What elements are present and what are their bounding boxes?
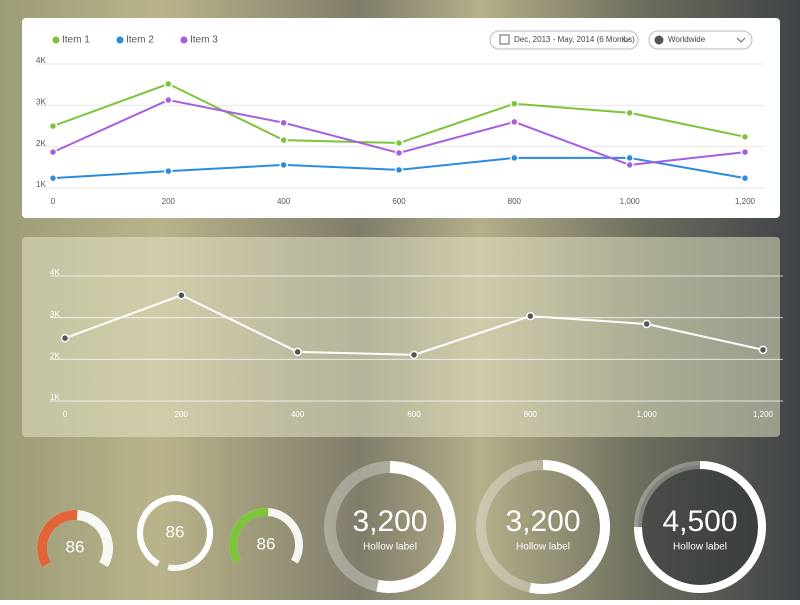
donut-value-label: 4,500 xyxy=(662,505,737,538)
point xyxy=(164,79,173,89)
x-tick-label: 0 xyxy=(51,197,56,206)
chevron xyxy=(621,37,631,43)
donut-value xyxy=(634,461,766,593)
point xyxy=(164,166,173,176)
donut-value-label: 3,200 xyxy=(505,505,580,538)
donut-label: Hollow label xyxy=(363,542,417,553)
y-tick-label: 4K xyxy=(50,268,60,277)
point xyxy=(177,291,186,300)
point xyxy=(510,117,519,127)
point xyxy=(164,95,173,105)
donut-label: Hollow label xyxy=(516,542,570,553)
point xyxy=(279,118,288,128)
gauge-label: 86 xyxy=(257,534,276,553)
legend-label: Item 2 xyxy=(126,35,154,46)
y-tick-label: 1K xyxy=(36,180,46,189)
legend-label: Item 3 xyxy=(190,35,218,46)
x-tick-label: 800 xyxy=(524,410,538,419)
point xyxy=(394,138,404,148)
calendar-icon xyxy=(499,34,510,45)
y-tick-label: 3K xyxy=(50,310,60,319)
x-tick-label: 200 xyxy=(175,410,189,419)
donut-value-label: 3,200 xyxy=(352,505,427,538)
card xyxy=(22,237,780,437)
point xyxy=(48,173,58,183)
x-tick-label: 1,000 xyxy=(637,410,658,419)
legend-dot xyxy=(180,36,188,44)
y-tick-label: 4K xyxy=(36,56,46,65)
date-range: Dec, 2013 - May, 2014 (6 Months) xyxy=(514,35,635,44)
donut-value xyxy=(529,460,610,594)
point xyxy=(526,311,535,321)
x-tick-label: 400 xyxy=(291,410,305,419)
point xyxy=(60,333,70,343)
point xyxy=(394,165,404,175)
point xyxy=(625,108,634,118)
point xyxy=(625,160,634,170)
gauge-value xyxy=(137,495,213,567)
point xyxy=(510,153,519,163)
donut-label: Hollow label xyxy=(673,542,727,553)
globe-icon xyxy=(654,35,664,45)
x-tick-label: 0 xyxy=(63,410,68,419)
date-dropdown[interactable] xyxy=(489,30,639,50)
point xyxy=(740,132,750,142)
point xyxy=(740,173,750,183)
point xyxy=(642,319,651,329)
x-tick-label: 1,200 xyxy=(735,197,756,206)
x-tick-label: 400 xyxy=(277,197,291,206)
point xyxy=(625,153,634,163)
donut-value xyxy=(376,461,456,593)
point xyxy=(279,160,288,170)
y-tick-label: 2K xyxy=(50,351,60,360)
gauge-value xyxy=(229,508,269,564)
point xyxy=(758,345,768,355)
x-tick-label: 800 xyxy=(508,197,522,206)
point xyxy=(279,135,288,145)
point xyxy=(409,350,419,360)
point xyxy=(293,347,302,357)
point xyxy=(48,147,58,157)
y-tick-label: 2K xyxy=(36,139,46,148)
point xyxy=(394,148,404,158)
gauge-label: 86 xyxy=(166,522,185,541)
legend-dot xyxy=(52,36,60,44)
region-dropdown[interactable] xyxy=(648,30,753,50)
chevron xyxy=(736,37,746,43)
x-tick-label: 200 xyxy=(162,197,176,206)
legend-label: Item 1 xyxy=(62,35,90,46)
y-tick-label: 3K xyxy=(36,97,46,106)
gauge-value xyxy=(37,510,78,568)
x-tick-label: 1,200 xyxy=(753,410,774,419)
region: Worldwide xyxy=(668,35,706,44)
x-tick-label: 600 xyxy=(407,410,421,419)
gauge-label: 86 xyxy=(66,537,85,556)
y-tick-label: 1K xyxy=(50,393,60,402)
point xyxy=(510,99,519,108)
x-tick-label: 600 xyxy=(392,197,406,206)
x-tick-label: 1,000 xyxy=(620,197,641,206)
point xyxy=(740,147,750,157)
point xyxy=(48,121,58,131)
legend-dot xyxy=(116,36,124,44)
